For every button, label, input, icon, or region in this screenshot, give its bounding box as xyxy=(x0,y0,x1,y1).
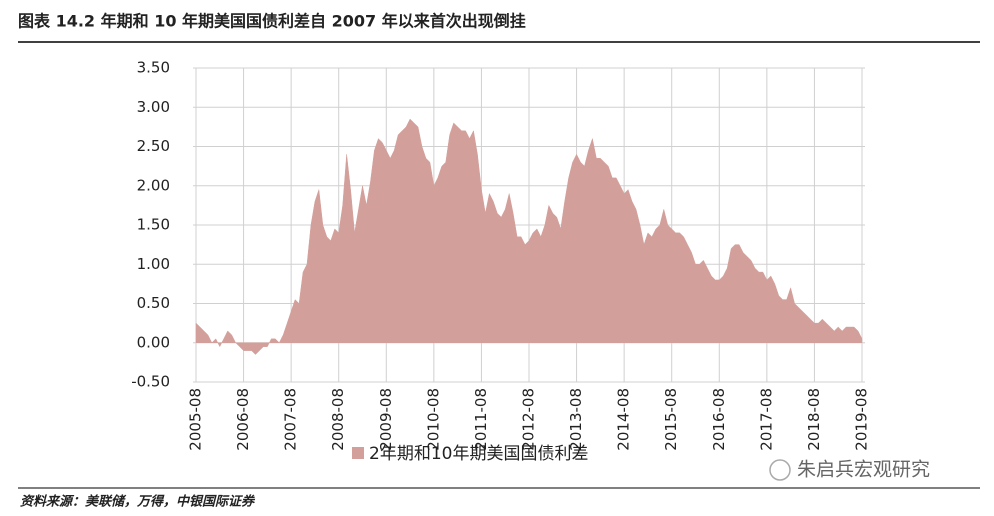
figure-title: 图表 14.2 年期和 10 年期美国国债利差自 2007 年以来首次出现倒挂 xyxy=(18,12,526,31)
watermark-icon xyxy=(769,459,791,481)
x-tick-label: 2018-08 xyxy=(805,388,823,451)
y-tick-label: 3.00 xyxy=(137,98,170,116)
x-tick-label: 2013-08 xyxy=(567,388,585,451)
y-tick-label: 3.50 xyxy=(137,59,170,77)
y-tick-label: 0.50 xyxy=(137,294,170,312)
y-tick-label: 2.50 xyxy=(137,137,170,155)
legend-label: 2年期和10年期美国国债利差 xyxy=(369,444,588,464)
x-tick-label: 2007-08 xyxy=(282,388,300,451)
watermark: 朱启兵宏观研究 xyxy=(769,459,930,481)
x-tick-label: 2017-08 xyxy=(757,388,775,451)
x-tick-label: 2011-08 xyxy=(472,388,490,451)
x-tick-label: 2014-08 xyxy=(615,388,633,451)
legend-swatch xyxy=(352,447,364,459)
y-tick-label: 0.00 xyxy=(137,333,170,351)
y-tick-label: 2.00 xyxy=(137,176,170,194)
y-tick-label: -0.50 xyxy=(131,373,170,391)
y-tick-label: 1.50 xyxy=(137,216,170,234)
x-tick-label: 2010-08 xyxy=(424,388,442,451)
x-tick-label: 2008-08 xyxy=(329,388,347,451)
x-tick-label: 2006-08 xyxy=(234,388,252,451)
x-tick-label: 2015-08 xyxy=(662,388,680,451)
source-note: 资料来源：美联储，万得，中银国际证券 xyxy=(20,494,256,510)
area xyxy=(195,118,863,355)
x-tick-label: 2012-08 xyxy=(520,388,538,451)
x-tick-label: 2016-08 xyxy=(710,388,728,451)
x-tick-label: 2009-08 xyxy=(377,388,395,451)
y-tick-label: 1.00 xyxy=(137,255,170,273)
x-tick-label: 2005-08 xyxy=(187,388,205,451)
x-tick-label: 2019-08 xyxy=(853,388,871,451)
plot: -0.50 0.00 0.50 1.00 1.50 2.00 2.50 3.00 3.50 200… xyxy=(131,59,870,465)
watermark-text: 朱启兵宏观研究 xyxy=(797,459,930,481)
